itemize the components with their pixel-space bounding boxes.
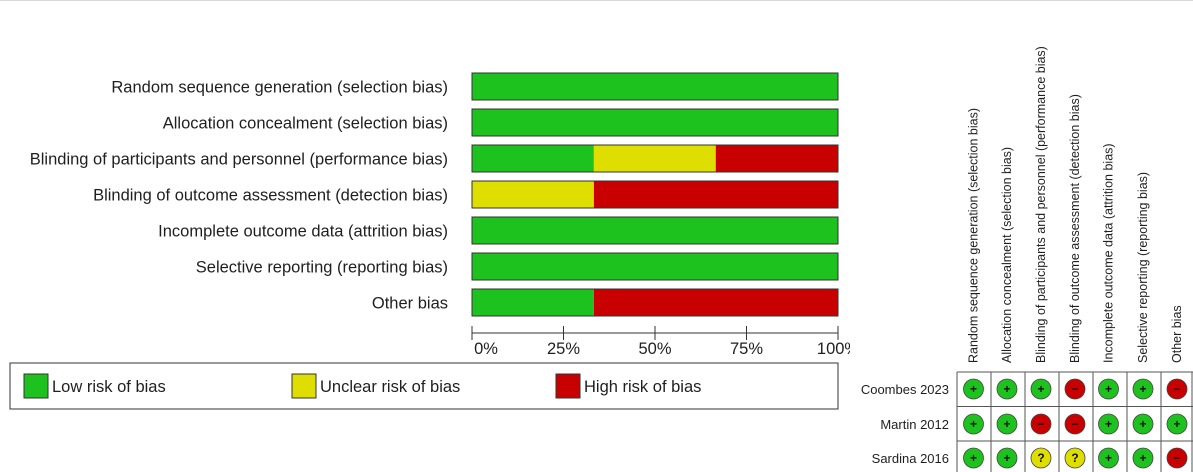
judgement-symbol: ?: [1071, 451, 1078, 465]
bar-segment-low: [472, 289, 594, 316]
judgement-symbol: +: [1105, 382, 1112, 396]
bar-segment-unclear: [593, 145, 716, 172]
domain-header: Random sequence generation (selection bi…: [967, 108, 981, 363]
legend-swatch-high: [555, 373, 581, 399]
domain-header: Blinding of participants and personnel (…: [1034, 46, 1048, 363]
legend-swatch-unclear: [291, 373, 317, 399]
judgement-symbol: +: [1037, 382, 1044, 396]
category-label: Selective reporting (reporting bias): [196, 259, 448, 277]
judgement-unclear: [1030, 447, 1052, 469]
domain-header: Incomplete outcome data (attrition bias): [1102, 143, 1116, 363]
judgement-low: [996, 413, 1018, 435]
bar-outline: [471, 144, 839, 173]
category-label: Random sequence generation (selection bi…: [111, 79, 448, 97]
judgement-symbol: −: [1071, 382, 1078, 396]
x-tick-label: 100%: [817, 340, 850, 358]
judgement-symbol: −: [1173, 382, 1180, 396]
legend-label: Low risk of bias: [52, 378, 166, 396]
judgement-symbol: +: [1173, 417, 1180, 431]
judgement-symbol: +: [1003, 451, 1010, 465]
category-label: Allocation concealment (selection bias): [163, 115, 448, 133]
bar-segment-high: [593, 289, 838, 316]
domain-header: Blinding of outcome assessment (detectio…: [1068, 94, 1082, 363]
risk-of-bias-graph: Random sequence generation (selection bi…: [9, 72, 850, 410]
judgement-low: [1166, 413, 1188, 435]
judgement-symbol: +: [1139, 382, 1146, 396]
legend-label: High risk of bias: [584, 378, 701, 396]
judgement-high: [1064, 413, 1086, 435]
category-label: Blinding of outcome assessment (detectio…: [93, 187, 448, 205]
bar-segment-low: [472, 217, 838, 244]
domain-header: Allocation concealment (selection bias): [1000, 147, 1014, 363]
category-label: Incomplete outcome data (attrition bias): [158, 223, 448, 241]
judgement-symbol: −: [1037, 417, 1044, 431]
study-label: Coombes 2023: [861, 382, 949, 397]
bar-outline: [471, 180, 839, 209]
x-tick-label: 50%: [638, 340, 671, 358]
domain-header: Selective reporting (reporting bias): [1136, 172, 1150, 363]
judgement-symbol: −: [1071, 417, 1078, 431]
study-label: Sardina 2016: [872, 451, 949, 466]
judgement-unclear: [1064, 447, 1086, 469]
bar-segment-unclear: [472, 181, 594, 208]
judgement-high: [1166, 378, 1188, 400]
domain-header: Other bias: [1170, 305, 1184, 363]
x-tick-label: 0%: [474, 340, 498, 358]
x-tick-label: 25%: [547, 340, 580, 358]
judgement-symbol: +: [1003, 382, 1010, 396]
judgement-high: [1064, 378, 1086, 400]
x-tick-label: 75%: [730, 340, 763, 358]
bar-outline: [471, 108, 839, 137]
judgement-low: [1132, 378, 1154, 400]
bar-outline: [471, 288, 839, 317]
legend-box: [9, 362, 839, 410]
study-label: Martin 2012: [880, 417, 949, 432]
bar-segment-low: [472, 109, 838, 136]
judgement-symbol: +: [1105, 451, 1112, 465]
judgement-symbol: +: [1003, 417, 1010, 431]
judgement-low: [1098, 413, 1119, 435]
judgement-low: [1132, 413, 1154, 435]
judgement-high: [1166, 447, 1188, 469]
bar-segment-low: [472, 253, 838, 280]
legend-label: Unclear risk of bias: [320, 378, 460, 396]
judgement-low: [996, 378, 1018, 400]
legend-swatch-low: [23, 373, 49, 399]
judgement-symbol: +: [970, 451, 977, 465]
judgement-symbol: +: [970, 417, 977, 431]
judgement-high: [1030, 413, 1052, 435]
judgement-symbol: ?: [1037, 451, 1044, 465]
bar-segment-high: [593, 181, 838, 208]
judgement-low: [1132, 447, 1154, 469]
category-label: Other bias: [372, 295, 448, 313]
category-label: Blinding of participants and personnel (…: [30, 151, 448, 169]
bar-segment-low: [472, 73, 838, 100]
judgement-low: [1098, 378, 1119, 400]
judgement-symbol: −: [1173, 451, 1180, 465]
judgement-symbol: +: [1105, 417, 1112, 431]
bar-outline: [471, 252, 839, 281]
bar-outline: [471, 216, 839, 245]
judgement-symbol: +: [1139, 417, 1146, 431]
judgement-symbol: +: [1139, 451, 1146, 465]
judgement-symbol: +: [970, 382, 977, 396]
judgement-low: [963, 447, 984, 469]
judgement-low: [963, 413, 984, 435]
bar-outline: [471, 72, 839, 101]
judgement-low: [963, 378, 984, 400]
judgement-low: [1098, 447, 1119, 469]
judgement-low: [1030, 378, 1052, 400]
bar-segment-low: [472, 145, 594, 172]
bar-segment-high: [715, 145, 838, 172]
judgement-low: [996, 447, 1018, 469]
